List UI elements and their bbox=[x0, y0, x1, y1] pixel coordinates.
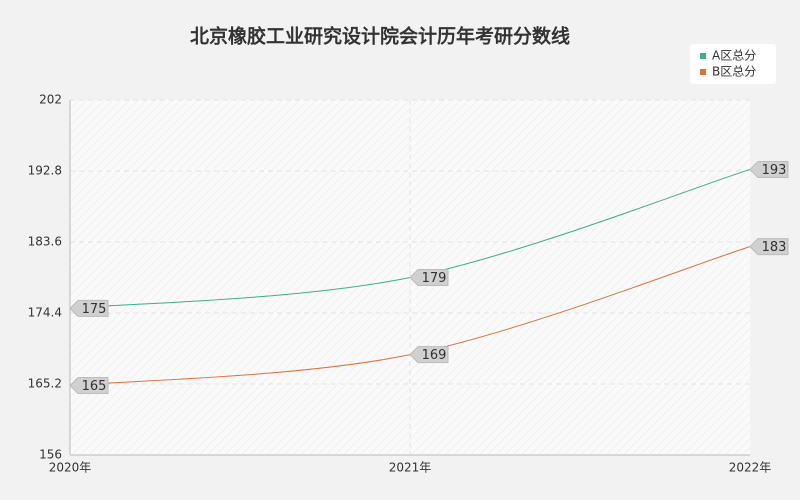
x-tick-label: 2020年 bbox=[49, 461, 92, 475]
data-label-box bbox=[409, 346, 449, 364]
y-tick-label: 174.4 bbox=[28, 306, 62, 320]
data-label-box bbox=[409, 269, 449, 286]
data-label: 175 bbox=[69, 299, 109, 317]
legend-swatch bbox=[700, 53, 706, 59]
x-tick-label: 2021年 bbox=[389, 461, 432, 475]
data-label-box bbox=[69, 299, 109, 317]
data-label: 193 bbox=[749, 160, 789, 178]
legend-box bbox=[690, 44, 776, 84]
data-label-text: 193 bbox=[762, 163, 787, 178]
data-label-text: 183 bbox=[762, 240, 787, 255]
data-label-text: 175 bbox=[82, 302, 107, 317]
data-label-text: 179 bbox=[422, 271, 447, 286]
y-tick-label: 192.8 bbox=[28, 164, 62, 178]
chart-title: 北京橡胶工业研究设计院会计历年考研分数线 bbox=[190, 25, 570, 48]
data-label: 165 bbox=[69, 377, 109, 395]
legend-label: B区总分 bbox=[712, 65, 756, 79]
y-tick-label: 183.6 bbox=[28, 235, 62, 249]
data-label-text: 165 bbox=[82, 379, 107, 394]
y-tick-label: 165.2 bbox=[28, 377, 62, 391]
data-label-box bbox=[69, 377, 109, 395]
data-label: 179 bbox=[409, 269, 449, 286]
data-label-box bbox=[749, 160, 789, 178]
legend-label: A区总分 bbox=[712, 49, 756, 63]
data-label: 183 bbox=[749, 238, 789, 256]
data-label: 169 bbox=[409, 346, 449, 364]
data-label-box bbox=[749, 238, 789, 256]
y-tick-label: 202 bbox=[39, 93, 62, 107]
y-tick-label: 156 bbox=[39, 448, 62, 462]
x-tick-label: 2022年 bbox=[729, 461, 772, 475]
legend-swatch bbox=[700, 69, 706, 75]
data-label-text: 169 bbox=[422, 348, 447, 363]
